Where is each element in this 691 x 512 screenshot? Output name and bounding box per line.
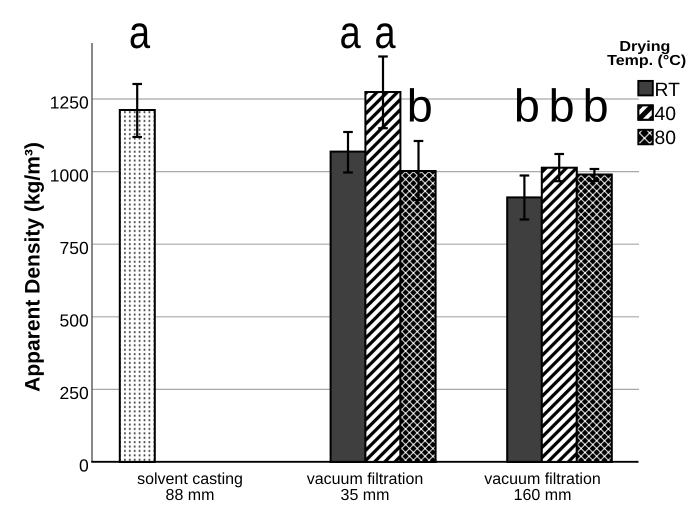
svg-text:88 mm: 88 mm (166, 487, 215, 504)
svg-text:a: a (340, 6, 361, 58)
svg-text:160 mm: 160 mm (514, 487, 572, 504)
svg-text:750: 750 (59, 238, 88, 258)
svg-text:250: 250 (59, 383, 88, 403)
svg-text:40: 40 (655, 104, 676, 125)
svg-text:500: 500 (59, 311, 88, 331)
svg-text:35 mm: 35 mm (341, 487, 390, 504)
svg-text:1250: 1250 (50, 93, 89, 113)
svg-text:1000: 1000 (50, 165, 89, 185)
svg-text:a: a (375, 6, 396, 58)
svg-text:b: b (549, 80, 575, 132)
svg-text:0: 0 (79, 456, 89, 476)
svg-text:80: 80 (655, 128, 676, 149)
svg-text:vacuum filtration: vacuum filtration (307, 471, 424, 488)
svg-text:Drying: Drying (619, 39, 670, 55)
svg-text:Apparent Density (kg/m³): Apparent Density (kg/m³) (22, 142, 45, 392)
svg-text:b: b (583, 80, 609, 132)
svg-text:vacuum filtration: vacuum filtration (484, 471, 601, 488)
svg-text:solvent casting: solvent casting (137, 471, 243, 488)
svg-text:a: a (129, 6, 150, 58)
svg-text:RT: RT (655, 80, 681, 101)
svg-text:Temp. (°C): Temp. (°C) (607, 53, 686, 69)
svg-text:b: b (514, 80, 540, 132)
svg-text:b: b (407, 80, 433, 132)
